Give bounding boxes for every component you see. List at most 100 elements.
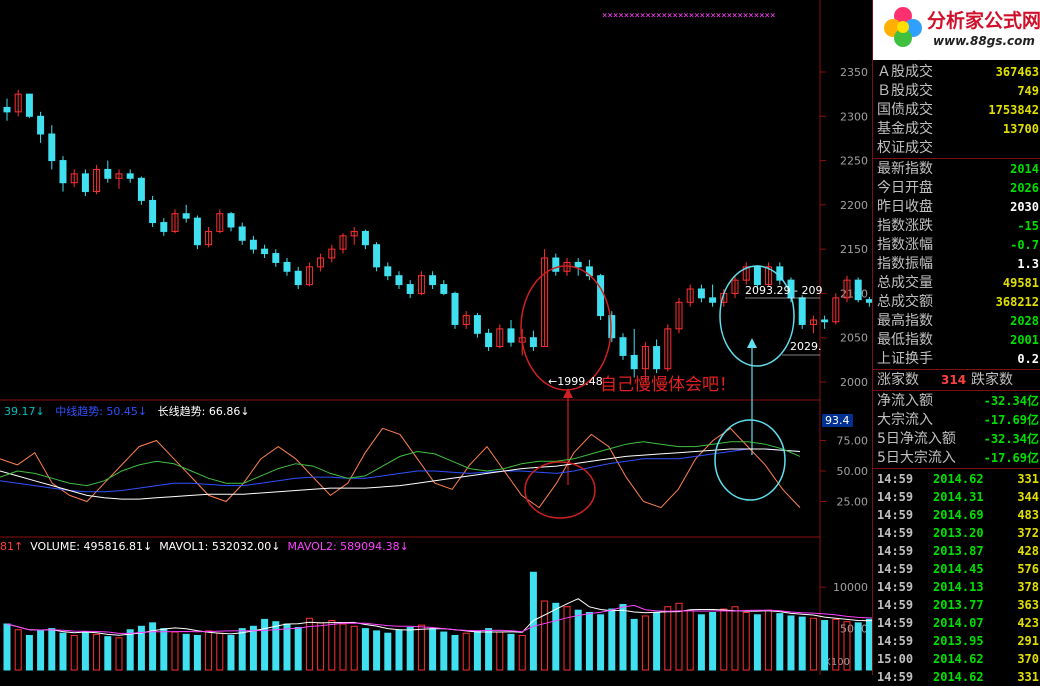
- candle-body: [305, 266, 313, 286]
- candle-body: [832, 297, 840, 323]
- candle-body: [182, 213, 190, 219]
- quote-label: 指数涨跌: [877, 218, 933, 234]
- volume-bar: [216, 632, 224, 671]
- candle-body: [283, 261, 291, 272]
- flow-row: 5日净流入额 -32.34亿: [873, 430, 1040, 448]
- quote-value: 13700: [1002, 122, 1039, 136]
- volume-bar: [451, 635, 459, 671]
- volume-bar: [630, 618, 638, 671]
- candle-body: [249, 239, 257, 250]
- volume-bar: [597, 614, 605, 671]
- candle-body: [507, 328, 515, 343]
- tick-row: 15:00 2014.62 370: [873, 650, 1040, 668]
- volume-bar: [126, 629, 134, 671]
- quote-label: 国债成交: [877, 102, 933, 118]
- volume-bar: [294, 626, 302, 671]
- chart-area[interactable]: ×××××××××××××××××××××××××××××××× 2350 230…: [0, 0, 872, 675]
- quote-label: 最高指数: [877, 313, 933, 329]
- volume-bar: [160, 628, 168, 671]
- volume-bar: [731, 606, 739, 671]
- quote-row: 总成交额 368212: [873, 293, 1040, 311]
- candle-body: [462, 315, 470, 325]
- candle-body: [697, 288, 705, 299]
- tick-row: 14:59 2013.95 291: [873, 632, 1040, 650]
- volume-bar: [115, 637, 123, 671]
- volume-bar: [720, 608, 728, 671]
- kline-chart[interactable]: ×××××××××××××××××××××××××××××××× 2350 230…: [0, 0, 872, 675]
- volume-bar: [406, 626, 414, 671]
- tick-row: 14:59 2014.31 344: [873, 488, 1040, 506]
- tick-volume: 378: [1017, 580, 1039, 594]
- volume-bar: [317, 622, 325, 671]
- candle-body: [451, 292, 459, 325]
- tick-price: 2014.31: [933, 490, 984, 504]
- mavol2-line: [6, 604, 872, 634]
- volume-bar: [608, 608, 616, 671]
- volume-bar: [149, 622, 157, 671]
- candle-body: [115, 173, 123, 179]
- tick-volume: 331: [1017, 472, 1039, 486]
- osc-legend: 39.17↓ 中线趋势: 50.45↓ 长线趋势: 66.86↓: [4, 403, 250, 419]
- tick-time: 14:59: [877, 598, 914, 612]
- flow-row: 大宗流入 -17.69亿: [873, 411, 1040, 429]
- vol-legend-mavol1: MAVOL1: 532032.00↓: [159, 540, 281, 553]
- quote-value: -17.69亿: [983, 451, 1039, 465]
- tick-price: 2014.62: [933, 472, 984, 486]
- candle-body: [731, 279, 739, 294]
- logo[interactable]: 分析家公式网 www.88gs.com: [873, 0, 1040, 60]
- divider: [873, 390, 1040, 391]
- quote-label: 今日开盘: [877, 180, 933, 196]
- candle-body: [809, 319, 817, 325]
- candle-body: [653, 346, 661, 370]
- price-tick-label: 2250: [840, 155, 868, 168]
- quote-sidebar: 分析家公式网 www.88gs.com Ａ股成交 367463 Ｂ股成交 749 国债成…: [872, 0, 1040, 684]
- volume-bar: [261, 618, 269, 671]
- quote-row: Ａ股成交 367463: [873, 63, 1040, 81]
- price-tick-label: 2300: [840, 110, 868, 123]
- tick-price: 2014.07: [933, 616, 984, 630]
- candle-body: [160, 222, 168, 232]
- quote-row: 上证换手 0.2: [873, 350, 1040, 368]
- volume-bar: [227, 635, 235, 671]
- candle-body: [854, 279, 862, 301]
- candle-body: [149, 199, 157, 224]
- quote-label: 净流入额: [877, 393, 933, 409]
- volume-bar: [70, 635, 78, 671]
- candle-body: [137, 177, 145, 201]
- volume-bar: [541, 600, 549, 671]
- oscillator-panel: 75.00 50.00 25.00: [0, 419, 868, 519]
- quote-row: 国债成交 1753842: [873, 101, 1040, 119]
- tick-price: 2014.45: [933, 562, 984, 576]
- tick-row: 14:59 2014.13 378: [873, 578, 1040, 596]
- low-price-label: ←1999.48: [548, 375, 603, 388]
- candle-body: [126, 173, 134, 179]
- candle-body: [675, 301, 683, 330]
- candle-body: [709, 297, 717, 303]
- volume-bar: [697, 614, 705, 671]
- candle-body: [865, 299, 872, 303]
- candle-body: [821, 319, 829, 323]
- comment-text: 自己慢慢体会吧！: [600, 374, 736, 395]
- red-circle-osc: [524, 461, 596, 519]
- vol-legend-volume: VOLUME: 495816.81↓: [30, 540, 153, 553]
- tick-volume: 331: [1017, 670, 1039, 684]
- osc-legend-short: 39.17↓: [4, 405, 45, 418]
- quote-value: 368212: [995, 295, 1039, 309]
- osc-line-短线: [0, 427, 801, 509]
- tick-volume: 370: [1017, 652, 1039, 666]
- divider: [873, 158, 1040, 159]
- volume-bar: [552, 602, 560, 671]
- volume-bar: [742, 612, 750, 671]
- tick-volume: 344: [1017, 490, 1039, 504]
- vol-legend-mavol2: MAVOL2: 589094.38↓: [287, 540, 409, 553]
- up-count-value: 314: [941, 373, 967, 387]
- quote-value: 2014: [1010, 162, 1039, 176]
- candle-body: [619, 337, 627, 356]
- quote-row: 指数涨跌 -15: [873, 217, 1040, 235]
- cyan-circle-price: [719, 265, 795, 367]
- vol-legend-prefix: 81↑: [0, 540, 24, 553]
- osc-value-tag: 93.4: [822, 414, 853, 427]
- osc-line-长线: [0, 448, 801, 500]
- candle-body: [630, 354, 638, 370]
- candle-body: [373, 244, 381, 268]
